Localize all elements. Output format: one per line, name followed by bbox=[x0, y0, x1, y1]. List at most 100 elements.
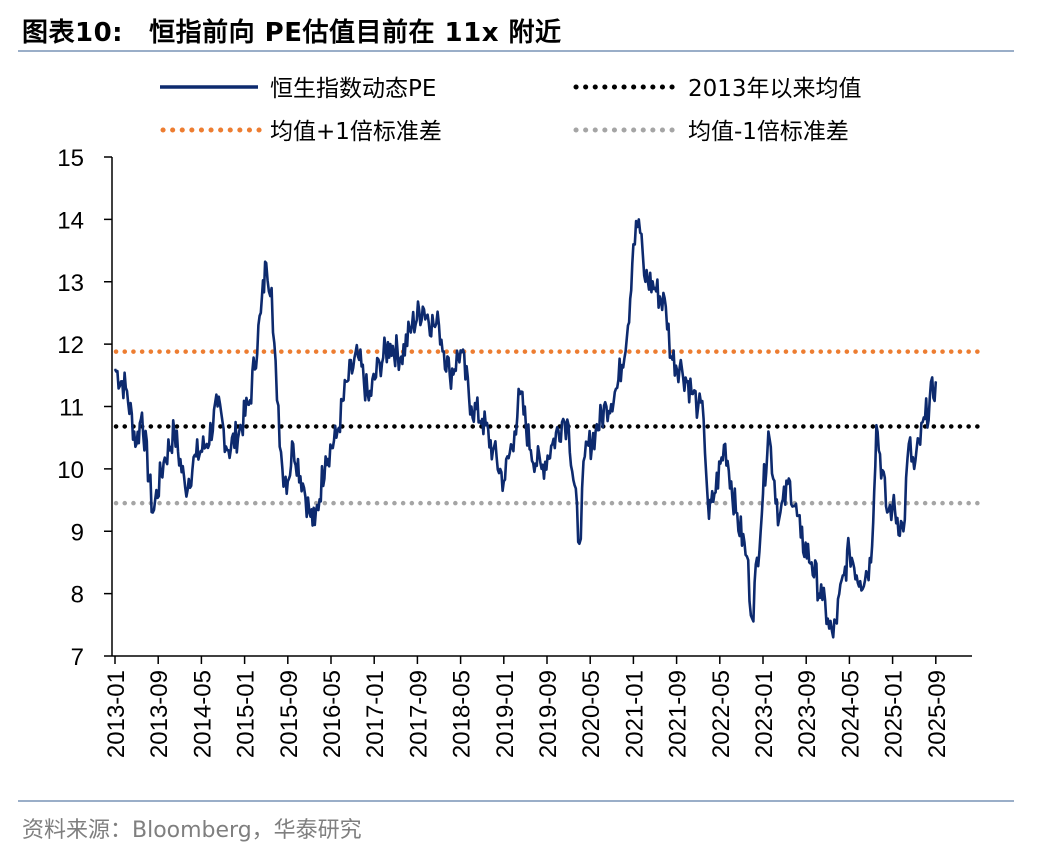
data-point bbox=[503, 480, 505, 482]
y-tick-label: 11 bbox=[59, 395, 84, 422]
data-point bbox=[411, 324, 413, 326]
data-point bbox=[217, 406, 219, 407]
data-point bbox=[114, 368, 116, 370]
data-point bbox=[325, 455, 327, 457]
data-point bbox=[303, 487, 305, 489]
data-point bbox=[892, 505, 894, 507]
chart-title: 图表10: 恒指前向 PE估值目前在 11x 附近 bbox=[22, 12, 562, 49]
data-point bbox=[692, 393, 694, 395]
data-point bbox=[481, 418, 483, 420]
data-point bbox=[913, 468, 915, 470]
x-tick-label: 2021-09 bbox=[665, 670, 692, 758]
figure-label: 图表10: bbox=[22, 18, 124, 48]
x-tick-label: 2017-01 bbox=[362, 670, 389, 758]
y-tick-label: 10 bbox=[57, 457, 84, 484]
data-point bbox=[616, 387, 618, 389]
data-point bbox=[379, 362, 381, 364]
data-point bbox=[751, 618, 753, 620]
x-tick-label: 2022-05 bbox=[708, 670, 735, 758]
data-point bbox=[314, 524, 316, 526]
data-point bbox=[281, 468, 283, 470]
data-point bbox=[870, 561, 872, 563]
data-point bbox=[632, 243, 634, 245]
data-point bbox=[584, 455, 586, 457]
data-point bbox=[708, 518, 710, 520]
data-point bbox=[152, 512, 154, 514]
data-point bbox=[470, 406, 472, 407]
legend-label-1: 恒生指数动态PE bbox=[270, 76, 436, 102]
x-tick-label: 2021-01 bbox=[621, 670, 648, 758]
data-point bbox=[724, 443, 726, 445]
data-point bbox=[541, 468, 543, 470]
data-point bbox=[438, 324, 440, 326]
data-point bbox=[821, 599, 823, 601]
data-point bbox=[357, 356, 359, 358]
x-tick-label: 2023-01 bbox=[751, 670, 778, 758]
data-point bbox=[335, 437, 337, 439]
data-point bbox=[368, 399, 370, 401]
data-point bbox=[308, 512, 310, 514]
data-point bbox=[886, 512, 888, 514]
data-point bbox=[292, 443, 294, 445]
data-point bbox=[389, 343, 391, 345]
x-tick-label: 2014-05 bbox=[189, 670, 216, 758]
y-tick-label: 7 bbox=[71, 644, 84, 671]
data-point bbox=[595, 430, 597, 432]
data-point bbox=[848, 549, 850, 551]
data-point bbox=[762, 493, 764, 495]
legend-label-3: 均值+1倍标准差 bbox=[270, 119, 442, 145]
data-point bbox=[627, 324, 629, 326]
data-point bbox=[449, 374, 451, 376]
data-point bbox=[460, 349, 462, 351]
data-point bbox=[514, 430, 516, 432]
data-point bbox=[136, 443, 138, 445]
source-note: 资料来源：Bloomberg，华泰研究 bbox=[22, 818, 362, 843]
y-tick-label: 15 bbox=[57, 145, 84, 172]
data-point bbox=[271, 287, 273, 289]
x-tick-label: 2013-09 bbox=[146, 670, 173, 758]
x-tick-label: 2015-09 bbox=[276, 670, 303, 758]
axes: 7 8 9 10 11 12 13 14 15 2013-01 2013-09 2014-05 2015… bbox=[57, 145, 972, 758]
y-tick-label: 14 bbox=[57, 207, 84, 234]
figure-title: 恒指前向 PE估值目前在 11x 附近 bbox=[149, 18, 562, 48]
data-point bbox=[735, 512, 737, 514]
data-point bbox=[703, 418, 705, 420]
data-point bbox=[260, 312, 262, 314]
data-point bbox=[746, 555, 748, 557]
x-tick-label: 2020-05 bbox=[578, 670, 605, 758]
x-tick-label: 2018-05 bbox=[449, 670, 476, 758]
data-point bbox=[184, 487, 186, 489]
data-point bbox=[665, 306, 667, 308]
reference-lines bbox=[113, 349, 981, 506]
series-line-pe bbox=[113, 218, 938, 639]
data-point bbox=[422, 306, 424, 308]
data-point bbox=[578, 543, 580, 545]
x-tick-label: 2023-09 bbox=[794, 670, 821, 758]
x-tick-label: 2025-09 bbox=[924, 670, 951, 758]
data-point bbox=[346, 381, 348, 383]
data-point bbox=[670, 356, 672, 358]
x-tick-label: 2017-09 bbox=[405, 670, 432, 758]
data-point bbox=[778, 518, 780, 520]
data-point bbox=[800, 536, 802, 538]
data-point bbox=[767, 430, 769, 432]
data-point bbox=[908, 443, 910, 445]
data-point bbox=[605, 406, 607, 407]
series-layer bbox=[113, 218, 938, 639]
y-tick-label: 13 bbox=[57, 270, 84, 297]
data-point bbox=[935, 381, 937, 383]
data-point bbox=[551, 443, 553, 445]
x-tick-label: 2016-05 bbox=[319, 670, 346, 758]
x-tick-label: 2024-05 bbox=[837, 670, 864, 758]
data-point bbox=[827, 618, 829, 620]
data-point bbox=[492, 449, 494, 451]
data-point bbox=[400, 356, 402, 358]
data-point bbox=[811, 561, 813, 563]
data-point bbox=[530, 449, 532, 451]
y-tick-label: 8 bbox=[71, 582, 84, 609]
data-point bbox=[843, 574, 845, 576]
data-point bbox=[875, 424, 877, 426]
data-point bbox=[859, 580, 861, 582]
data-point bbox=[249, 399, 251, 401]
